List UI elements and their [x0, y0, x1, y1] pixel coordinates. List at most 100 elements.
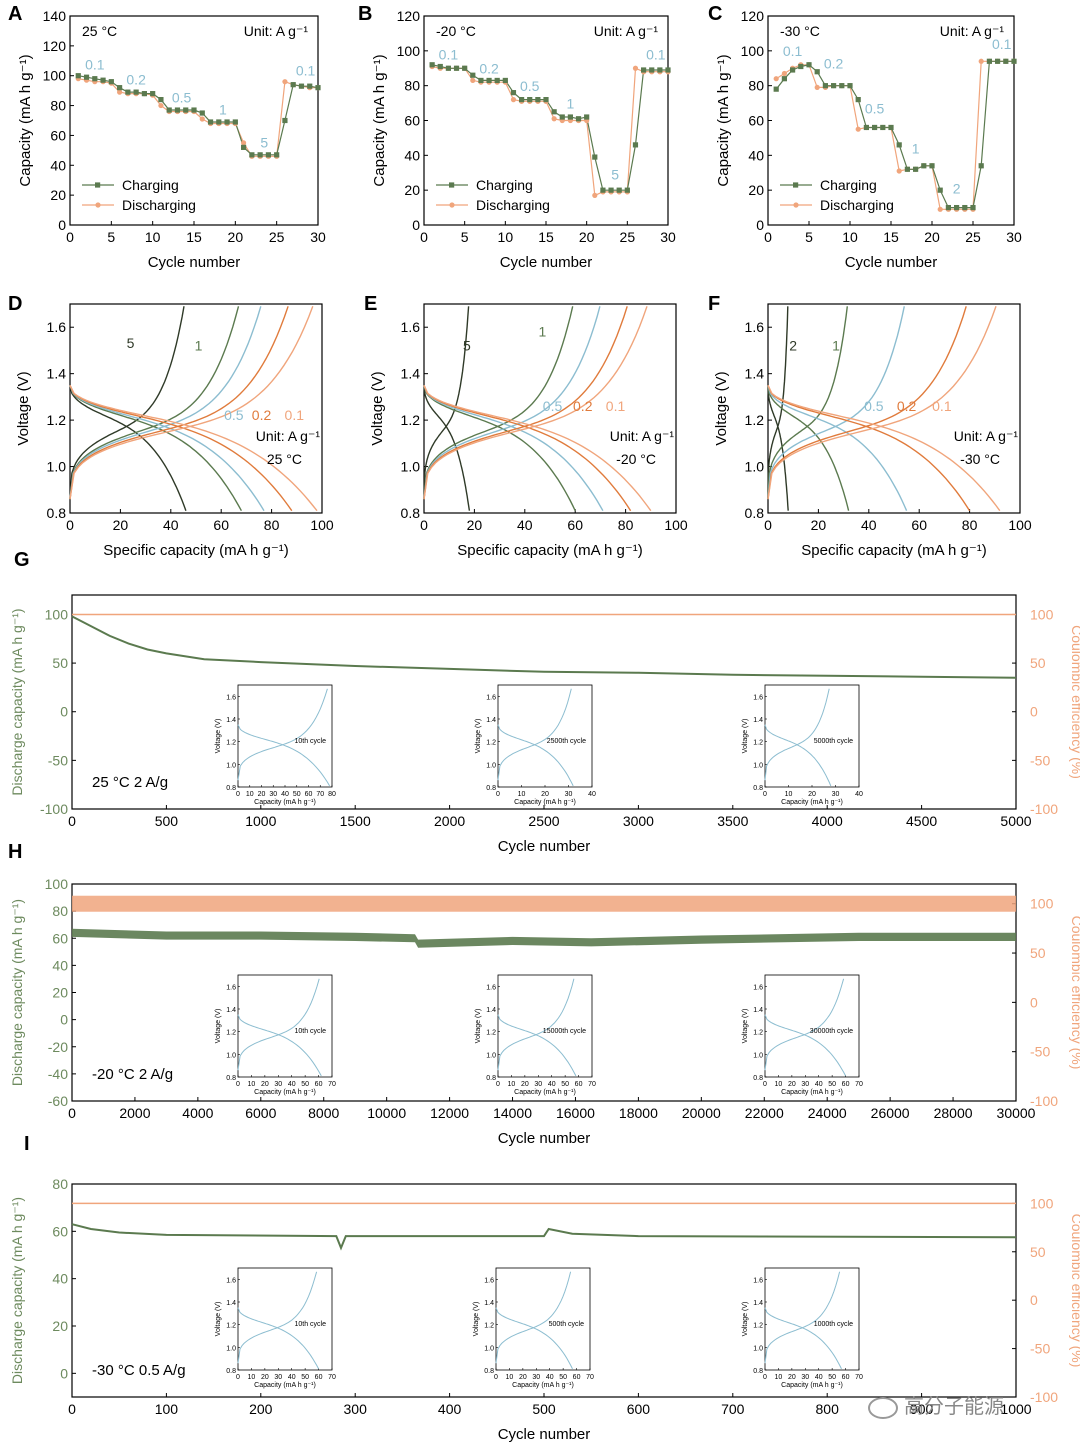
charging-point	[535, 97, 541, 103]
y-axis-label: Discharge capacity (mA h g⁻¹)	[9, 608, 25, 795]
x-tick-label: 5	[107, 229, 115, 245]
x-tick-label: 2000	[434, 813, 465, 829]
x-tick-label: 25	[965, 229, 981, 245]
x-tick-label: 1000	[1000, 1401, 1031, 1417]
charging-point	[265, 152, 271, 158]
charging-point	[307, 83, 313, 89]
legend-charging: Charging	[122, 177, 179, 193]
discharging-point	[117, 89, 123, 95]
y-tick-label: 20	[52, 1318, 68, 1334]
inset-x-axis-label: Capacity (mA h g⁻¹)	[254, 799, 316, 806]
x-tick-label: 0	[68, 1401, 76, 1417]
inset-x-tick-label: 60	[842, 1374, 850, 1381]
y2-tick-label: -100	[1030, 1389, 1058, 1405]
inset-y-tick-label: 1.0	[753, 1345, 763, 1352]
inset-x-tick-label: 50	[559, 1374, 567, 1381]
y-tick-label: 1.6	[745, 319, 765, 335]
rate-series: 0.1 0.2 0.5 1 2 0.1 -30 °C Unit: A g⁻¹ Charging D…	[715, 23, 1017, 271]
x-tick-label: 0	[66, 517, 74, 533]
inset-x-tick-label: 70	[328, 1374, 336, 1381]
x-tick-label: 5	[461, 229, 469, 245]
rate-label: 0.5	[865, 101, 885, 117]
y-tick-label: 80	[52, 903, 68, 919]
inset-y-tick-label: 1.0	[484, 1345, 494, 1352]
y-axis-label: Capacity (mA h g⁻¹)	[715, 54, 732, 186]
inset-y-tick-label: 1.4	[753, 1007, 763, 1014]
inset-plot: 0 10 20 30 40 50 60 70 0.8 1.0 1.2 1.4 1.6 1000th cyc…	[742, 1267, 863, 1389]
legend-marker-charging	[793, 182, 799, 188]
inset-x-tick-label: 80	[328, 791, 336, 798]
y-tick-label: 0	[60, 704, 68, 720]
y-tick-label: 100	[43, 68, 67, 84]
inset-y-tick-label: 1.6	[226, 694, 236, 701]
inset-frame	[495, 1267, 591, 1371]
y-tick-label: 60	[50, 127, 66, 143]
inset-x-tick-label: 10	[785, 791, 793, 798]
charging-point	[527, 97, 533, 103]
inset-cycle-label: 15000th cycle	[543, 1028, 586, 1035]
inset-y-tick-label: 1.0	[226, 762, 236, 769]
rate-label: 0.2	[252, 407, 272, 423]
inset-frame	[764, 974, 860, 1078]
inset-discharge-curve	[764, 724, 832, 787]
inset-x-tick-label: 10	[508, 1081, 516, 1088]
panel-label: B	[358, 3, 372, 25]
y2-tick-label: 100	[1030, 606, 1054, 622]
x-tick-label: 20	[228, 229, 244, 245]
inset-discharge-curve	[764, 1307, 842, 1370]
inset-y-tick-label: 0.8	[486, 1075, 496, 1082]
y-tick-label: 1.4	[47, 366, 67, 382]
discharge-curve-0.2	[767, 385, 971, 512]
cycling-series: -30 °C 0.5 A/g Cycle number Discharge capa…	[9, 1197, 1080, 1443]
charging-point	[880, 124, 886, 131]
rate-label: 5	[611, 167, 619, 183]
plot-frame	[767, 303, 1021, 514]
x-tick-label: 80	[962, 517, 978, 533]
charging-point	[888, 124, 894, 131]
inset-y-tick-label: 1.6	[753, 1277, 763, 1284]
x-tick-label: 100	[1008, 517, 1032, 533]
y-tick-label: 100	[45, 876, 69, 892]
inset-y-axis-label: Voltage (V)	[742, 719, 749, 754]
charging-point	[100, 77, 106, 83]
inset-discharge-curve	[237, 724, 331, 787]
voltage-curves: 5 1 0.5 0.2 0.1 Unit: A g⁻¹ -20 °C Specific cap…	[369, 306, 674, 559]
x-tick-label: 200	[249, 1401, 273, 1417]
charging-point	[806, 62, 812, 68]
panel-label: H	[8, 841, 22, 863]
x-tick-label: 4500	[906, 813, 937, 829]
x-tick-label: 60	[567, 517, 583, 533]
discharging-point	[773, 76, 779, 82]
y-tick-label: 0	[60, 1012, 68, 1028]
discharging-line	[775, 60, 1014, 210]
y-tick-label: 0.8	[47, 505, 67, 521]
y2-tick-label: 0	[1030, 1292, 1038, 1308]
inset-x-tick-label: 70	[855, 1374, 863, 1381]
condition-label: -20 °C 2 A/g	[92, 1066, 173, 1083]
x-tick-label: 30	[310, 229, 326, 245]
y2-tick-label: 50	[1030, 655, 1046, 671]
x-tick-label: 12000	[430, 1105, 469, 1121]
inset-y-tick-label: 1.4	[484, 1300, 494, 1307]
inset-y-tick-label: 1.2	[226, 1323, 236, 1330]
inset-x-tick-label: 10	[248, 1374, 256, 1381]
discharge-curve-0.5	[423, 385, 604, 512]
discharging-point	[937, 206, 943, 212]
inset-x-tick-label: 0	[496, 1081, 500, 1088]
inset-y-tick-label: 1.2	[753, 1030, 763, 1037]
charging-point	[1011, 58, 1017, 64]
inset-plot: 0 10 20 30 40 50 60 70 0.8 1.0 1.2 1.4 1.6 30000th cy…	[742, 974, 863, 1096]
charging-point	[559, 114, 565, 120]
discharge-curve-0.1	[423, 385, 652, 512]
axes: 0 20 40 60 80 100 0.8 1.0 1.2 1.4 1.6	[401, 303, 688, 533]
rate-label: 0.2	[824, 55, 844, 71]
charging-point	[519, 97, 525, 103]
discharge-curve-1	[69, 385, 243, 512]
unit-label: Unit: A g⁻¹	[610, 428, 675, 444]
charging-point	[445, 65, 451, 71]
inset-x-tick-label: 30	[269, 791, 277, 798]
y-tick-label: 1.0	[47, 459, 67, 475]
axes: 0 2000 4000 6000 8000 10000 12000 14000 16000 180…	[45, 876, 1059, 1121]
inset-y-tick-label: 1.6	[753, 694, 763, 701]
